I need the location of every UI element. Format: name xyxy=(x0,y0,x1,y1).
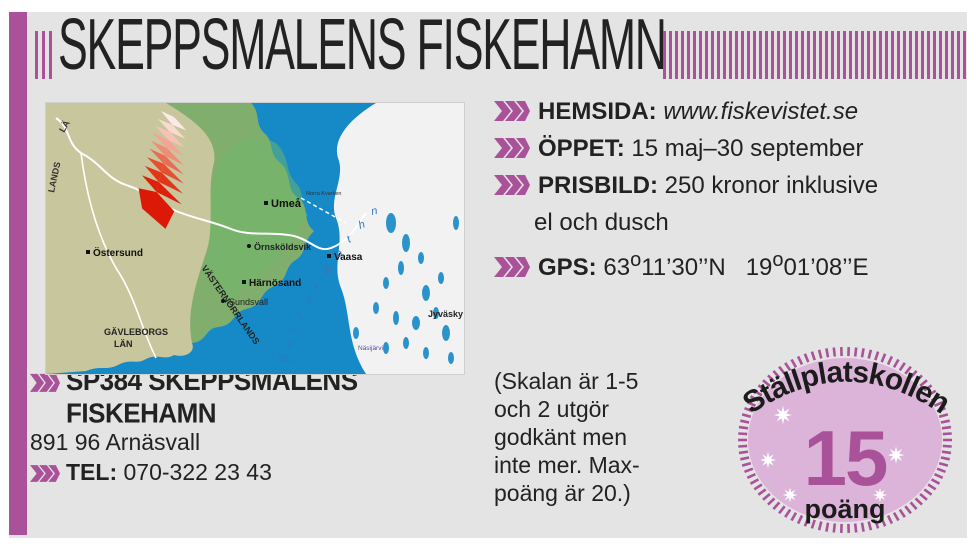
svg-text:Örnsköldsvik: Örnsköldsvik xyxy=(254,242,312,252)
svg-text:15: 15 xyxy=(804,414,887,502)
svg-text:Bottenhavet: Bottenhavet xyxy=(286,359,318,365)
svg-text:LÄN: LÄN xyxy=(114,339,133,349)
svg-text:Jyväsky: Jyväsky xyxy=(428,309,463,319)
svg-text:Umeå: Umeå xyxy=(271,198,302,210)
svg-text:Norra Kvarken: Norra Kvarken xyxy=(306,191,341,197)
svg-text:poäng: poäng xyxy=(805,494,886,524)
svg-text:GÄVLEBORGS: GÄVLEBORGS xyxy=(104,327,168,337)
svg-text:Näsijärvi: Näsijärvi xyxy=(358,345,383,352)
svg-text:Östersund: Östersund xyxy=(93,246,143,259)
svg-text:Härnösand: Härnösand xyxy=(249,278,301,289)
